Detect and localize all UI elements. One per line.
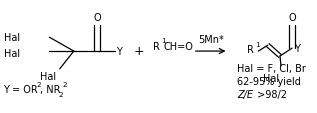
Text: 1: 1: [161, 38, 165, 44]
Text: 5Mn*: 5Mn*: [198, 35, 223, 45]
Text: Y: Y: [116, 47, 122, 57]
Text: Hal: Hal: [40, 71, 56, 81]
Text: O: O: [288, 13, 296, 23]
Text: 2: 2: [62, 81, 67, 87]
Text: 2: 2: [36, 81, 41, 87]
Text: Hal: Hal: [3, 49, 20, 59]
Text: R: R: [152, 42, 159, 52]
Text: O: O: [94, 13, 101, 23]
Text: CH=O: CH=O: [164, 42, 194, 52]
Text: Hal: Hal: [263, 73, 279, 83]
Text: Y: Y: [294, 44, 300, 54]
Text: >98/2: >98/2: [254, 89, 287, 99]
Text: 2: 2: [59, 91, 63, 97]
Text: , NR: , NR: [40, 84, 61, 94]
Text: Hal: Hal: [3, 33, 20, 43]
Text: R: R: [247, 45, 254, 55]
Text: 62-95% yield: 62-95% yield: [237, 76, 301, 86]
Text: Hal = F, Cl, Br: Hal = F, Cl, Br: [237, 63, 306, 73]
Text: +: +: [133, 44, 144, 57]
Text: Z/E: Z/E: [237, 89, 253, 99]
Text: 1: 1: [256, 42, 260, 48]
Text: Y = OR: Y = OR: [3, 84, 38, 94]
